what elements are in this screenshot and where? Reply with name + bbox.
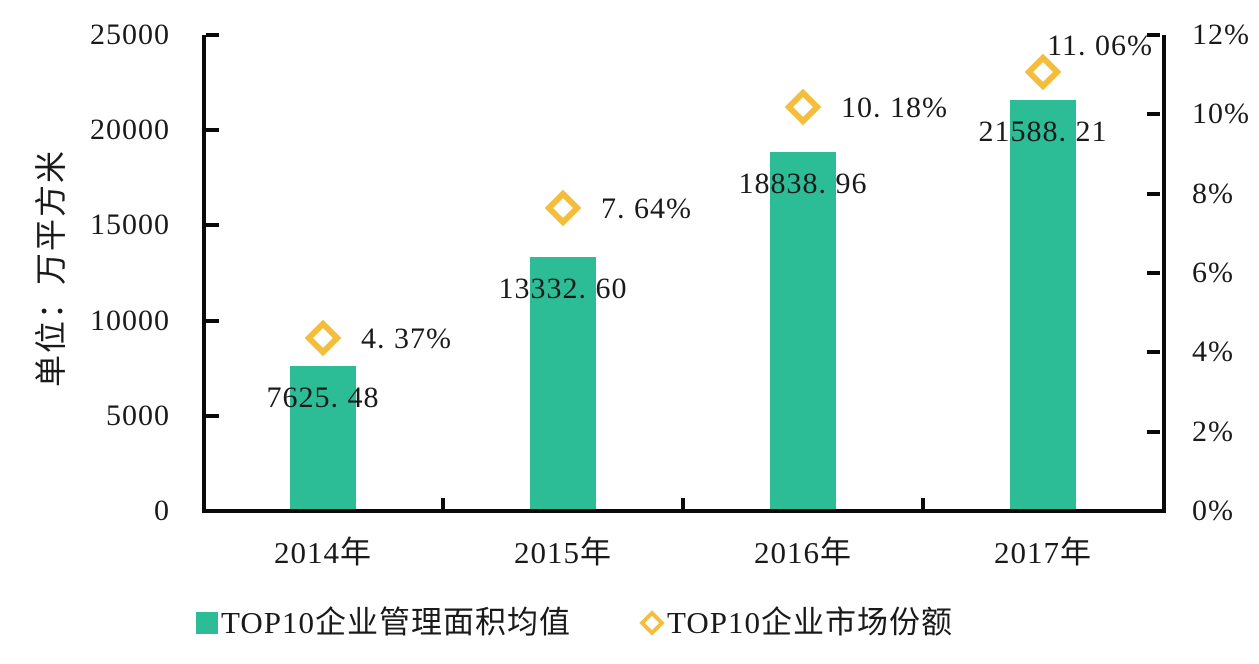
right-axis-tick [1147,271,1160,275]
bar-series-swatch-icon [196,612,218,634]
left-axis-tick [206,223,219,228]
scatter-value-label: 10. 18% [841,91,948,125]
bar [1010,99,1076,512]
bottom-axis-line [202,509,1166,513]
left-axis-tick-label: 5000 [106,398,170,432]
right-axis-tick [1147,33,1160,37]
right-axis-tick [1147,429,1160,434]
right-axis-tick [1147,191,1160,196]
bar [290,365,356,512]
right-axis-tick-label: 8% [1192,176,1234,210]
bar-value-label: 7625. 48 [266,380,380,414]
diamond-marker [544,189,582,227]
bar-value-label: 13332. 60 [498,272,628,306]
x-axis-tick [921,498,925,510]
right-axis-tick-label: 6% [1192,256,1234,289]
left-axis-tick-label: 20000 [90,113,170,147]
bar [530,257,596,512]
x-axis-tick [681,498,685,510]
right-axis-tick-label: 4% [1192,335,1234,369]
left-axis-line [202,35,206,513]
left-axis-tick-label: 0 [154,494,170,527]
left-axis-title: 单位：万平方米 [33,149,69,388]
diamond-marker-icon [639,610,665,636]
left-axis-tick [206,318,219,323]
scatter-value-label: 11. 06% [1047,29,1153,63]
left-axis-tick [206,33,219,37]
x-axis-tick [441,498,445,510]
diamond-marker [784,88,822,126]
left-axis-tick [206,128,219,133]
left-axis-tick-label: 10000 [90,303,170,337]
legend-label-bar-series: TOP10企业管理面积均值 [221,605,572,640]
diamond-marker [304,319,342,357]
bar [770,152,836,512]
right-axis-tick-label: 12% [1192,18,1250,51]
legend-label-scatter-series: TOP10企业市场份额 [667,605,954,640]
legend-item-scatter-series: TOP10企业市场份额 [639,603,954,643]
scatter-value-label: 7. 64% [601,191,692,225]
x-tick-label: 2015年 [514,535,612,570]
right-axis-line [1162,35,1166,513]
right-axis-tick-label: 10% [1192,97,1250,131]
left-axis-tick-label: 25000 [90,18,170,51]
scatter-value-label: 4. 37% [361,321,452,355]
left-axis-tick [206,413,219,418]
bar-value-label: 21588. 21 [978,114,1108,148]
right-axis-tick [1147,509,1160,513]
right-axis-tick [1147,112,1160,117]
right-axis-tick-label: 0% [1192,494,1234,527]
right-axis-tick [1147,350,1160,355]
x-tick-label: 2017年 [994,535,1092,570]
right-axis-tick-label: 2% [1192,414,1234,448]
left-axis-tick [206,509,219,513]
bar-value-label: 18838. 96 [738,167,868,201]
x-tick-label: 2014年 [274,535,372,570]
left-axis-tick-label: 15000 [90,208,170,242]
x-tick-label: 2016年 [754,535,852,570]
legend: TOP10企业管理面积均值 TOP10企业市场份额 [196,603,953,643]
legend-item-bar-series: TOP10企业管理面积均值 [196,603,571,643]
